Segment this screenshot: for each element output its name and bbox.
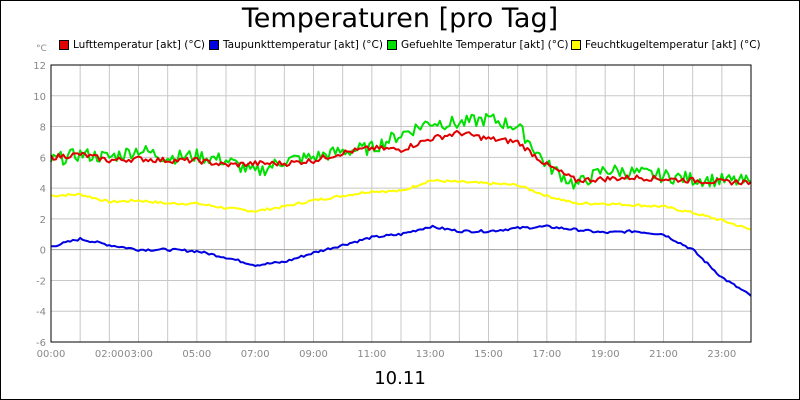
x-tick-label: 23:00 xyxy=(707,349,736,360)
x-tick-label: 15:00 xyxy=(474,349,503,360)
series-line xyxy=(50,224,752,297)
legend-swatch-green xyxy=(387,40,397,50)
legend-item-feuchtkugeltemperatur: Feuchtkugeltemperatur [akt] (°C) xyxy=(571,39,761,51)
legend-item-gefuehlte-temperatur: Gefuehlte Temperatur [akt] (°C) xyxy=(387,39,568,51)
y-axis-unit: °C xyxy=(36,44,47,54)
y-tick-label: 8 xyxy=(40,123,46,134)
y-tick-label: -4 xyxy=(36,307,46,318)
legend-label: Gefuehlte Temperatur [akt] (°C) xyxy=(401,39,569,51)
series-line xyxy=(50,178,752,231)
x-tick-label: 19:00 xyxy=(591,349,620,360)
legend-swatch-blue xyxy=(209,40,219,50)
x-tick-label: 13:00 xyxy=(416,349,445,360)
series-line xyxy=(50,129,752,186)
y-tick-label: -6 xyxy=(36,338,46,349)
y-tick-label: 10 xyxy=(33,92,46,103)
legend-item-taupunkttemperatur: Taupunkttemperatur [akt] (°C) xyxy=(209,39,383,51)
x-tick-label: 17:00 xyxy=(532,349,561,360)
legend-swatch-red xyxy=(59,40,69,50)
x-tick-label: 09:00 xyxy=(299,349,328,360)
legend-label: Taupunkttemperatur [akt] (°C) xyxy=(223,39,383,51)
legend-label: Feuchtkugeltemperatur [akt] (°C) xyxy=(585,39,761,51)
x-tick-label: 00:00 xyxy=(37,349,66,360)
series-line xyxy=(50,112,752,190)
x-tick-label: 21:00 xyxy=(649,349,678,360)
x-tick-label: 05:00 xyxy=(182,349,211,360)
legend-swatch-yellow xyxy=(571,40,581,50)
x-axis-date: 10.11 xyxy=(374,368,426,389)
plot-area-border xyxy=(50,64,752,343)
x-tick-label: 03:00 xyxy=(124,349,153,360)
y-tick-label: 12 xyxy=(33,61,46,72)
y-tick-label: 4 xyxy=(40,184,46,195)
x-tick-label: 11:00 xyxy=(357,349,386,360)
chart-title: Temperaturen [pro Tag] xyxy=(241,3,559,34)
x-tick-label: 07:00 xyxy=(241,349,270,360)
legend-label: Lufttemperatur [akt] (°C) xyxy=(73,39,205,51)
y-tick-label: -2 xyxy=(36,276,46,287)
legend-item-lufttemperatur: Lufttemperatur [akt] (°C) xyxy=(59,39,205,51)
y-tick-label: 0 xyxy=(40,246,46,257)
y-tick-label: 6 xyxy=(40,153,46,164)
x-tick-label: 02:00 xyxy=(95,349,124,360)
y-tick-label: 2 xyxy=(40,215,46,226)
